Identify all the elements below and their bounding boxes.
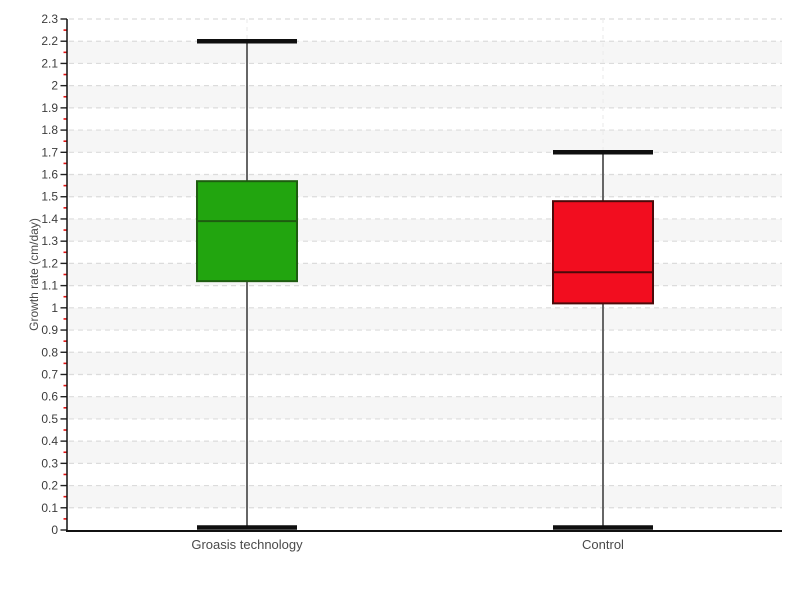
y-axis-title: Growth rate (cm/day) xyxy=(27,218,41,331)
y-tick-label: 1.8 xyxy=(41,123,58,137)
y-tick-label: 0.9 xyxy=(41,323,58,337)
row-band xyxy=(67,130,782,153)
y-tick-label: 1 xyxy=(51,301,58,315)
row-band xyxy=(67,263,782,286)
y-tick-label: 1.3 xyxy=(41,234,58,248)
y-tick-label: 0.5 xyxy=(41,412,58,426)
y-tick-label: 0.8 xyxy=(41,345,58,359)
y-tick-label: 0.3 xyxy=(41,456,58,470)
row-band xyxy=(67,396,782,419)
y-tick-label: 0.4 xyxy=(41,434,58,448)
y-tick-label: 1.4 xyxy=(41,212,58,226)
row-band xyxy=(67,352,782,375)
row-band xyxy=(67,218,782,242)
row-band xyxy=(67,441,782,464)
row-band xyxy=(67,485,782,508)
y-tick-label: 2.3 xyxy=(41,12,58,26)
y-tick-label: 1.2 xyxy=(41,256,58,270)
y-tick-label: 0 xyxy=(51,523,58,537)
y-tick-label: 1.9 xyxy=(41,101,58,115)
y-tick-label: 2.1 xyxy=(41,56,58,70)
y-tick-label: 1.5 xyxy=(41,190,58,204)
y-tick-label: 0.1 xyxy=(41,501,58,515)
row-band xyxy=(67,41,782,64)
y-tick-label: 2.2 xyxy=(41,34,58,48)
y-tick-label: 2 xyxy=(51,79,58,93)
y-tick-label: 1.1 xyxy=(41,279,58,293)
row-band xyxy=(67,307,782,331)
category-label-control: Control xyxy=(582,537,624,552)
y-tick-label: 0.6 xyxy=(41,390,58,404)
row-band xyxy=(67,85,782,108)
y-tick-label: 1.7 xyxy=(41,145,58,159)
category-label-groasis-technology: Groasis technology xyxy=(191,537,303,552)
box-rect-groasis-technology xyxy=(196,180,298,283)
row-band xyxy=(67,174,782,197)
y-tick-label: 0.2 xyxy=(41,479,58,493)
y-tick-label: 0.7 xyxy=(41,367,58,381)
y-tick-label: 1.6 xyxy=(41,168,58,182)
box-rect-control xyxy=(552,200,654,305)
